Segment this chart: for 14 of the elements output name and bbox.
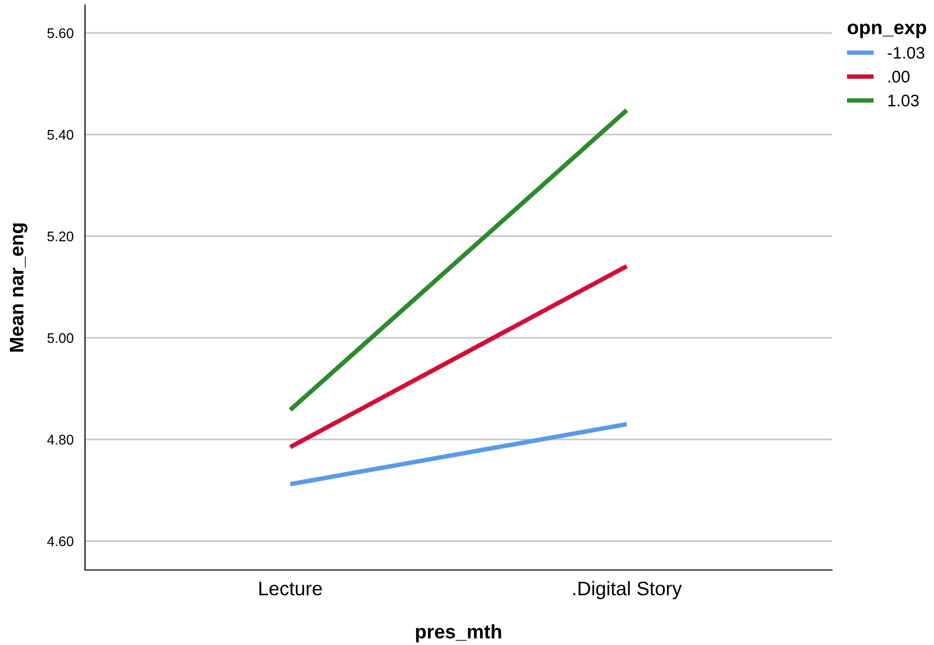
legend-label: -1.03 — [888, 46, 924, 59]
y-tick-label: 5.40 — [47, 130, 74, 140]
y-tick-label: 5.20 — [47, 232, 74, 242]
legend-title: opn_exp — [848, 24, 926, 38]
y-axis-title: Mean nar_eng — [10, 223, 28, 352]
y-tick-label: 5.60 — [47, 28, 74, 38]
y-tick-label: 5.00 — [47, 333, 74, 343]
legend-label: 1.03 — [888, 94, 919, 106]
x-tick-label: .Digital Story — [573, 581, 682, 600]
x-tick-label: Lecture — [259, 582, 322, 596]
x-axis-title: pres_mth — [416, 624, 502, 642]
y-tick-label: 4.80 — [47, 434, 74, 445]
y-tick-label: 4.60 — [47, 536, 74, 546]
legend-label: .00 — [888, 70, 910, 83]
